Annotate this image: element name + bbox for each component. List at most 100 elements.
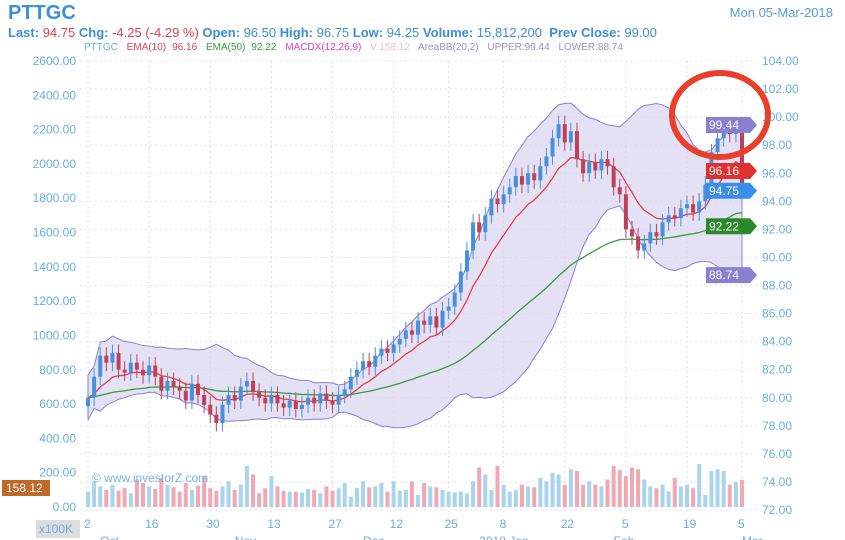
x-axis-tick: 19 [683, 517, 697, 531]
low-label: Low: [352, 25, 384, 40]
candle [519, 176, 524, 185]
legend-ema50[interactable]: EMA(50) [205, 42, 246, 53]
candle [116, 352, 121, 370]
month-label: Dec [363, 534, 384, 540]
candle [342, 389, 347, 395]
volume-bar [672, 477, 677, 507]
volume-bar [269, 476, 274, 507]
volume-bar [275, 486, 280, 507]
volume-bar [189, 489, 194, 507]
symbol-title: PTTGC [8, 2, 76, 24]
volume-bar [86, 491, 90, 507]
right-axis-tick: 82.00 [762, 363, 792, 377]
price-tag [706, 163, 757, 180]
candle [434, 316, 439, 328]
legend-lower: LOWER:88.74 [558, 42, 623, 53]
price-tag [706, 116, 757, 133]
candle [134, 362, 139, 370]
volume-bar [361, 481, 366, 507]
volume-bar [391, 481, 396, 507]
candle [348, 376, 353, 390]
candle [477, 222, 482, 233]
volume-bar [574, 470, 579, 507]
volume-bar [697, 464, 702, 507]
legend-ema10[interactable]: EMA(10) [126, 42, 167, 53]
candle [617, 187, 622, 195]
legend-symbol[interactable]: PTTGC [84, 42, 118, 53]
candle [587, 162, 592, 174]
legend-volume[interactable]: V:158.12 [370, 42, 410, 53]
left-axis-tick: 1200.00 [33, 294, 77, 308]
candle [128, 362, 133, 373]
candle [196, 383, 201, 395]
candle [611, 166, 616, 188]
legend-bb[interactable]: AreaBB(20,2) [418, 42, 479, 53]
volume-bar [727, 484, 732, 507]
price-tag [706, 218, 757, 235]
candle [275, 394, 280, 404]
volume-bar [202, 476, 207, 507]
candle [654, 232, 659, 237]
volume-bar [312, 489, 317, 507]
volume-bar [92, 481, 97, 507]
volume-bar [715, 469, 720, 507]
candle [367, 361, 372, 367]
open-label: Open: [202, 25, 240, 40]
price-tag-label: 92.22 [709, 219, 739, 233]
candle [141, 369, 146, 376]
candle [593, 162, 598, 171]
candle [636, 236, 641, 251]
legend-macd[interactable]: MACDX(12,26,9) [285, 42, 362, 53]
legend-ema10-value: 96.16 [172, 42, 198, 53]
candle [672, 215, 677, 219]
chg-value: -4.25 (-4.29 %) [112, 25, 199, 40]
candle [226, 394, 231, 405]
volume-bar [214, 490, 219, 507]
candle [373, 355, 378, 367]
volume-tag [2, 480, 50, 496]
volume-bar [373, 486, 378, 507]
right-axis-tick: 100.00 [762, 110, 799, 124]
chg-label: Chg: [78, 25, 109, 40]
left-axis-tick: 2600.00 [33, 54, 77, 68]
volume-bar [440, 489, 445, 507]
x-axis-tick: 5 [738, 517, 745, 531]
volume-bar [684, 484, 689, 507]
volume-bar [648, 486, 653, 507]
volume-bar [495, 465, 500, 507]
candle [232, 394, 237, 401]
x-axis-tick: 27 [328, 517, 342, 531]
volume-bar [556, 474, 561, 507]
month-label: 2018 Jan [479, 534, 528, 540]
volume-bar [629, 467, 634, 507]
volume-bar [196, 485, 201, 507]
candle [251, 380, 256, 393]
right-axis-tick: 94.00 [762, 194, 792, 208]
volume-bar [128, 493, 133, 507]
volume-bar [306, 488, 311, 507]
volume-bar [348, 496, 353, 507]
volume-bar [165, 484, 170, 507]
right-axis-tick: 72.00 [762, 503, 792, 517]
candle [562, 124, 567, 143]
x-axis-tick: 30 [206, 517, 220, 531]
candle [269, 394, 274, 404]
candle [361, 361, 366, 370]
candle [214, 414, 219, 424]
volume-bar [226, 481, 231, 507]
volume-bar [141, 482, 146, 507]
candle [263, 397, 268, 404]
candle [483, 215, 488, 233]
volume-value: 15,812,200 [476, 25, 542, 40]
volume-bar [678, 486, 683, 507]
candle [489, 198, 494, 216]
candle [306, 397, 311, 405]
candle [110, 352, 115, 363]
volume-bar [318, 493, 323, 507]
volume-bar [342, 482, 347, 507]
x-axis-tick: 2 [84, 517, 91, 531]
volume-bar [98, 486, 103, 507]
volume-bar [581, 484, 586, 507]
candle [379, 348, 384, 356]
